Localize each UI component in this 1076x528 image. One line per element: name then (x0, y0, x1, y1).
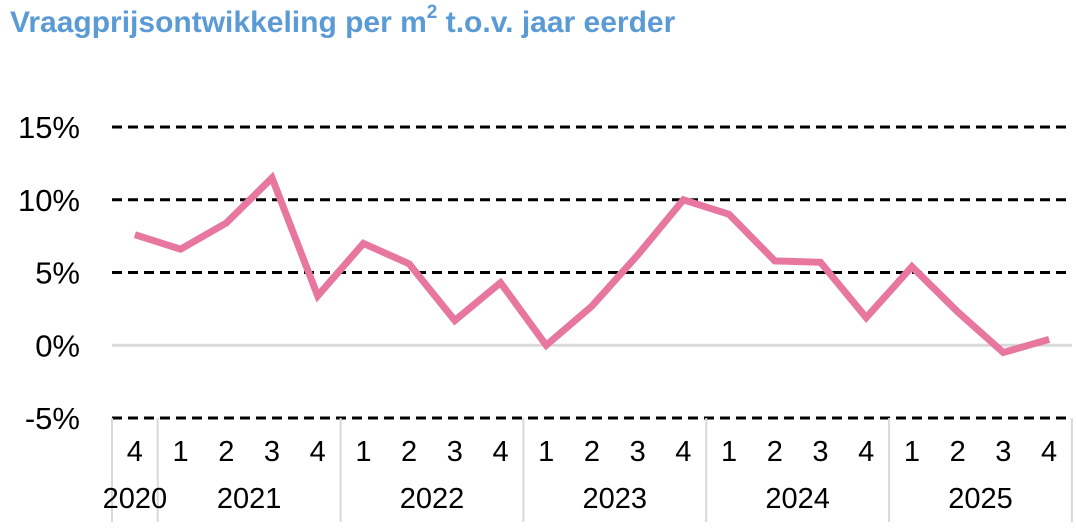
x-tick-label: 4 (310, 436, 326, 468)
x-tick-label: 3 (995, 436, 1011, 468)
year-label: 2024 (765, 483, 830, 515)
y-tick-label: 10% (18, 183, 80, 218)
year-label: 2023 (583, 483, 648, 515)
x-tick-label: 4 (858, 436, 874, 468)
y-tick-label: 15% (18, 110, 80, 145)
chart-title-superscript: 2 (426, 2, 438, 23)
x-tick-label: 1 (904, 436, 920, 468)
year-label: 2025 (948, 483, 1013, 515)
series-line (133, 171, 1051, 357)
x-tick-label: 2 (401, 436, 417, 468)
x-tick-label: 4 (492, 436, 508, 468)
x-tick-label: 3 (447, 436, 463, 468)
x-tick-label: 1 (721, 436, 737, 468)
x-tick-label: 3 (812, 436, 828, 468)
x-tick-label: 1 (538, 436, 554, 468)
x-tick-label: 4 (127, 436, 143, 468)
year-label: 2020 (103, 483, 168, 515)
year-label: 2021 (217, 483, 282, 515)
x-tick-label: 1 (172, 436, 188, 468)
x-tick-label: 2 (584, 436, 600, 468)
y-tick-label: 5% (35, 256, 80, 291)
chart-title: Vraagprijsontwikkeling per m2 t.o.v. jaa… (10, 2, 676, 40)
x-tick-label: 2 (767, 436, 783, 468)
x-tick-label: 4 (675, 436, 691, 468)
y-tick-label: -5% (25, 401, 80, 436)
x-tick-label: 3 (264, 436, 280, 468)
y-tick-label: 0% (35, 328, 80, 363)
x-tick-label: 3 (630, 436, 646, 468)
x-tick-label: 2 (950, 436, 966, 468)
x-tick-label: 4 (1041, 436, 1057, 468)
x-tick-label: 2 (218, 436, 234, 468)
x-tick-label: 1 (355, 436, 371, 468)
year-label: 2022 (400, 483, 465, 515)
chart-title-text: Vraagprijsontwikkeling per m (10, 6, 427, 39)
chart-title-suffix: t.o.v. jaar eerder (437, 6, 676, 39)
